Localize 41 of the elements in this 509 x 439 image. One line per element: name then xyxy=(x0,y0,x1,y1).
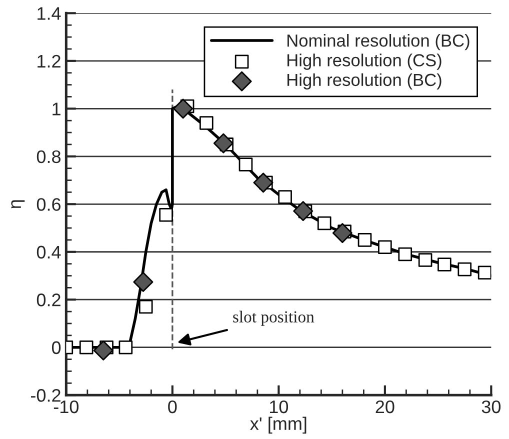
y-axis-title: η xyxy=(11,200,25,208)
point xyxy=(159,208,173,222)
legend-label: Nominal resolution (BC) xyxy=(288,34,470,50)
point xyxy=(213,133,234,154)
point xyxy=(317,216,332,230)
point xyxy=(478,266,492,280)
point xyxy=(398,247,412,262)
point xyxy=(238,158,253,172)
point xyxy=(458,262,472,276)
y-tick-label: 0 xyxy=(52,341,61,354)
x-tick-label: 20 xyxy=(376,400,394,414)
point xyxy=(278,190,292,204)
point xyxy=(253,172,274,193)
y-tick-label: 1.4 xyxy=(38,7,61,20)
point xyxy=(173,98,194,119)
y-tick-label: 0.8 xyxy=(36,150,61,164)
point xyxy=(293,201,314,222)
legend-label: High resolution (BC) xyxy=(288,73,442,90)
y-tick-label: -0.2 xyxy=(31,389,60,402)
point xyxy=(438,258,452,272)
point xyxy=(79,340,94,354)
x-tick-label: 0 xyxy=(168,400,177,414)
y-tick-label: 0.4 xyxy=(36,246,61,259)
legend-label: High resolution (CS) xyxy=(288,54,442,70)
point xyxy=(200,116,214,130)
point xyxy=(138,300,153,314)
point xyxy=(118,340,133,354)
point xyxy=(358,233,372,247)
point xyxy=(93,340,114,360)
point xyxy=(418,253,432,267)
point xyxy=(133,272,154,292)
x-tick-label: 10 xyxy=(270,400,288,414)
point xyxy=(378,240,392,254)
y-tick-label: 1.2 xyxy=(38,54,60,68)
y-tick-label: 0.6 xyxy=(36,198,61,211)
annotation: slot position xyxy=(233,310,314,326)
x-axis-title: x' [mm] xyxy=(250,416,306,434)
y-tick-label: 0.2 xyxy=(36,294,60,306)
point xyxy=(332,223,352,244)
x-tick-label: 30 xyxy=(482,400,501,414)
y-tick-label: 1 xyxy=(52,102,60,116)
